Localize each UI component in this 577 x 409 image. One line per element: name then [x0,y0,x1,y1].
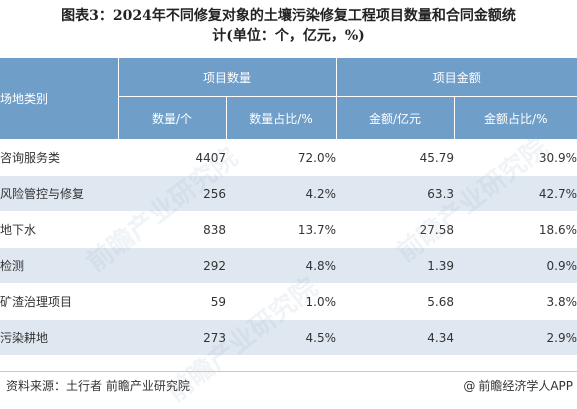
chart-title: 图表3：2024年不同修复对象的土壤污染修复工程项目数量和合同金额统 计(单位：… [0,6,577,46]
row-name: 污染耕地 [0,319,118,356]
title-line-1: 图表3：2024年不同修复对象的土壤污染修复工程项目数量和合同金额统 [61,8,516,24]
table-row: 咨询服务类 4407 72.0% 45.79 30.9% [0,139,577,176]
table-row: 检测 292 4.8% 1.39 0.9% [0,247,577,284]
table-row: 地下水 838 13.7% 27.58 18.6% [0,211,577,248]
table-row: 矿渣治理项目 59 1.0% 5.68 3.8% [0,283,577,320]
row-count-pct: 4.5% [226,319,337,356]
row-name: 检测 [0,247,118,284]
row-count: 4407 [118,139,226,176]
table-row: 风险管控与修复 256 4.2% 63.3 42.7% [0,175,577,212]
row-amount-pct: 0.9% [454,247,577,284]
row-count-pct: 4.8% [226,247,337,284]
row-name: 风险管控与修复 [0,175,118,212]
at-icon: @ [463,378,476,393]
row-amount: 27.58 [336,211,455,248]
data-table: 场地类别 项目数量 项目金额 数量/个 数量占比/% 金额/亿元 金额占比/% … [0,58,577,356]
row-count-pct: 4.2% [226,175,337,212]
row-count: 292 [118,247,226,284]
row-count: 59 [118,283,226,320]
header-category: 场地类别 [0,58,119,140]
table-row: 污染耕地 273 4.5% 4.34 2.9% [0,319,577,356]
row-amount: 1.39 [336,247,455,284]
brand-credit: @ 前瞻经济学人APP [463,377,573,394]
header-amount: 金额/亿元 [336,96,455,140]
row-amount: 4.34 [336,319,455,356]
row-amount-pct: 30.9% [454,139,577,176]
brand-name: 前瞻经济学人APP [478,379,573,393]
row-count-pct: 1.0% [226,283,337,320]
row-amount-pct: 42.7% [454,175,577,212]
row-count: 273 [118,319,226,356]
header-group-amount: 项目金额 [336,58,577,97]
row-amount-pct: 3.8% [454,283,577,320]
row-amount-pct: 18.6% [454,211,577,248]
header-count-pct: 数量占比/% [226,96,337,140]
row-amount-pct: 2.9% [454,319,577,356]
row-name: 地下水 [0,211,118,248]
source-note: 资料来源：土行者 前瞻产业研究院 [6,379,190,393]
row-amount: 45.79 [336,139,455,176]
row-name: 咨询服务类 [0,139,118,176]
row-name: 矿渣治理项目 [0,283,118,320]
row-count-pct: 72.0% [226,139,337,176]
title-line-2: 计(单位：个，亿元，%) [212,28,365,44]
footer-divider [0,371,577,372]
row-count-pct: 13.7% [226,211,337,248]
row-count: 256 [118,175,226,212]
header-amount-pct: 金额占比/% [454,96,577,140]
header-group-count: 项目数量 [118,58,337,97]
row-count: 838 [118,211,226,248]
row-amount: 5.68 [336,283,455,320]
header-count: 数量/个 [118,96,227,140]
row-amount: 63.3 [336,175,455,212]
